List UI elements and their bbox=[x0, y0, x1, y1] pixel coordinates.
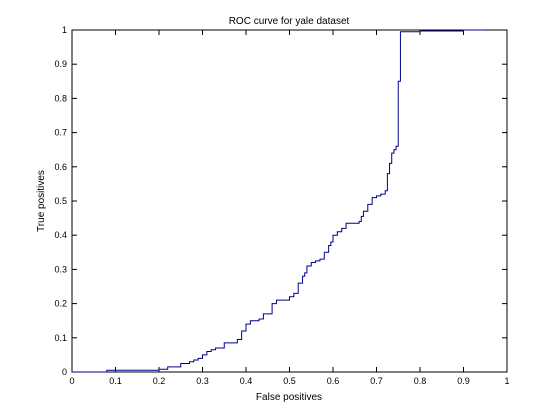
x-tick-label: 0.7 bbox=[370, 376, 383, 386]
y-tick-label: 0.8 bbox=[54, 93, 67, 103]
y-tick-label: 0 bbox=[62, 367, 67, 377]
y-axis-label: True positives bbox=[36, 170, 47, 232]
x-tick-label: 0.1 bbox=[109, 376, 122, 386]
y-tick-label: 0.4 bbox=[54, 230, 67, 240]
x-tick-label: 0.6 bbox=[327, 376, 340, 386]
x-tick-label: 0.3 bbox=[196, 376, 209, 386]
x-tick-label: 0.9 bbox=[457, 376, 470, 386]
x-tick-label: 0.8 bbox=[414, 376, 427, 386]
x-tick-label: 1 bbox=[504, 376, 509, 386]
roc-curve-line bbox=[72, 29, 486, 373]
x-axis-label: False positives bbox=[256, 392, 322, 403]
y-tick-label: 0.2 bbox=[54, 299, 67, 309]
y-tick-label: 0.3 bbox=[54, 264, 67, 274]
y-tick-label: 0.5 bbox=[54, 196, 67, 206]
y-tick-label: 0.6 bbox=[54, 162, 67, 172]
axis-tick-labels: 0 0.1 0.2 0.3 0.4 0.5 0.6 0.7 0.8 0.9 1 0 0.1 0.2 0.3 0… bbox=[54, 25, 509, 386]
x-tick-label: 0.2 bbox=[153, 376, 166, 386]
x-tick-label: 0 bbox=[69, 376, 74, 386]
y-tick-label: 0.1 bbox=[54, 333, 67, 343]
y-tick-label: 0.9 bbox=[54, 59, 67, 69]
x-tick-label: 0.4 bbox=[240, 376, 253, 386]
y-tick-label: 1 bbox=[62, 25, 67, 35]
axis-ticks bbox=[71, 29, 508, 373]
x-tick-label: 0.5 bbox=[283, 376, 296, 386]
y-tick-label: 0.7 bbox=[54, 128, 67, 138]
chart-title: ROC curve for yale dataset bbox=[229, 16, 350, 27]
